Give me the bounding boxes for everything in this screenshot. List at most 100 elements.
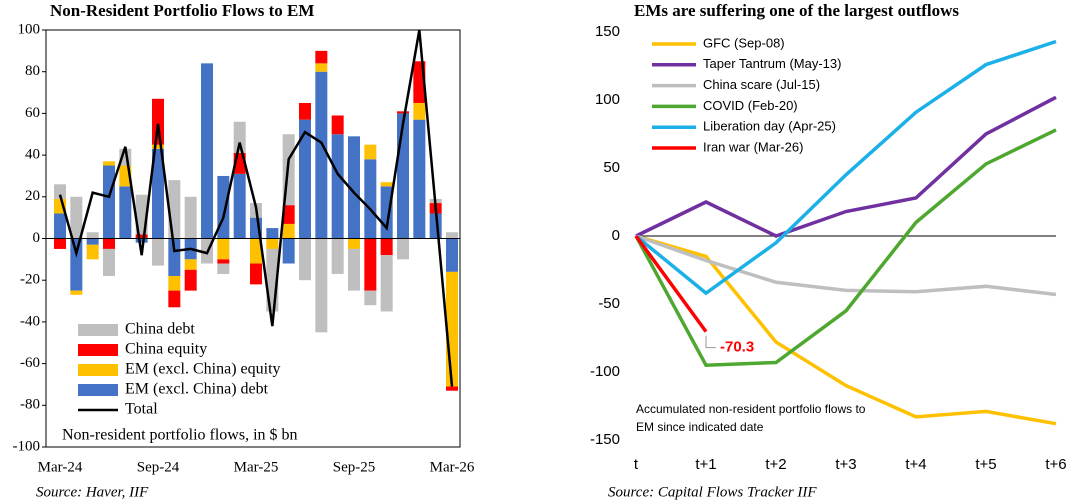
y-tick-label: -150: [590, 431, 620, 448]
note: Non-resident portfolio flows, in $ bn: [62, 427, 298, 444]
bar-segment: [250, 263, 262, 285]
label-connector: [705, 335, 716, 349]
x-tick-label: Mar-26: [430, 459, 475, 475]
x-tick-label: Mar-25: [234, 459, 279, 475]
bar-segment: [380, 238, 393, 256]
bar-segment: [413, 102, 426, 120]
bar-segment: [135, 234, 148, 239]
series-line: [634, 39, 1057, 296]
x-tick-label: t+5: [975, 456, 996, 473]
bar-segment: [266, 238, 279, 249]
bar-segment: [217, 259, 230, 264]
bar-segment: [446, 386, 458, 391]
bar-segment: [299, 102, 311, 120]
legend-label: EM (excl. China) equity: [125, 361, 281, 378]
y-tick-label: 150: [595, 23, 620, 40]
bar-segment: [397, 111, 409, 114]
bar-segment: [152, 148, 164, 239]
annotation: EM since indicated date: [636, 420, 764, 434]
bar-segment: [168, 290, 181, 308]
bar-segment: [413, 119, 426, 239]
y-tick-label: -20: [20, 272, 40, 288]
bar-segment: [135, 238, 148, 243]
legend-swatch: [78, 384, 118, 396]
legend-swatch: [78, 344, 118, 356]
bar-segment: [380, 255, 393, 312]
y-tick-label: 100: [18, 21, 41, 37]
legend-label: Total: [125, 401, 158, 418]
bar-segment: [364, 144, 377, 160]
legend-label: COVID (Feb-20): [703, 98, 798, 113]
bar-segment: [446, 238, 458, 272]
bar-segment: [380, 182, 393, 187]
bar-segment: [315, 50, 328, 64]
bar-segment: [217, 238, 230, 260]
bar-segment: [331, 238, 344, 274]
annotation: Accumulated non-resident portfolio flows…: [636, 402, 866, 416]
x-tick-label: Sep-25: [333, 459, 376, 475]
x-tick-label: t+1: [695, 456, 716, 473]
bar-segment: [103, 161, 115, 166]
y-tick-label: 20: [25, 188, 40, 204]
chart-title: EMs are suffering one of the largest out…: [634, 1, 959, 20]
bar-segment: [315, 71, 328, 239]
y-tick-label: 0: [33, 230, 41, 246]
bar-segment: [152, 144, 164, 149]
y-tick-label: -40: [20, 313, 40, 329]
bar-segment: [103, 238, 115, 249]
total-line: [58, 29, 454, 387]
y-tick-label: -60: [20, 355, 40, 371]
bar-segment: [103, 165, 115, 239]
bar-segment: [119, 186, 132, 239]
bar-segment: [282, 223, 295, 239]
legend-label: Iran war (Mar-26): [703, 139, 803, 154]
bar-segment: [152, 238, 164, 266]
bar-segment: [54, 238, 66, 249]
bar-segment: [282, 238, 295, 264]
x-tick-label: Mar-24: [38, 459, 83, 475]
x-tick-label: t: [634, 456, 639, 473]
y-tick-label: -50: [598, 295, 620, 312]
bar-segment: [397, 238, 409, 260]
bar-segment: [168, 238, 181, 277]
series-line: [634, 234, 708, 333]
chart-title: Non-Resident Portfolio Flows to EM: [50, 1, 314, 20]
legend-label: China equity: [125, 341, 207, 358]
bar-segment: [168, 276, 181, 291]
series-line: [635, 234, 1057, 297]
bar-segment: [364, 238, 377, 291]
legend-label: China scare (Jul-15): [703, 77, 820, 92]
bar-segment: [54, 184, 66, 199]
bar-segment: [217, 263, 230, 274]
bar-segment: [54, 213, 66, 239]
bar-segment: [299, 238, 311, 281]
source: Source: Capital Flows Tracker IIF: [608, 484, 817, 500]
bar-segment: [315, 238, 328, 333]
legend-label: Liberation day (Apr-25): [703, 119, 836, 134]
bar-segment: [250, 238, 262, 264]
bar-segment: [364, 290, 377, 306]
bar-segment: [70, 238, 83, 291]
series-line: [634, 128, 1057, 367]
y-tick-label: 80: [25, 63, 40, 79]
bar-segment: [152, 98, 164, 145]
x-tick-label: t+3: [835, 456, 856, 473]
bar-segment: [282, 205, 295, 224]
bar-segment: [299, 119, 311, 239]
y-tick-label: -80: [20, 397, 40, 413]
series-line: [635, 95, 1057, 238]
bar-segment: [348, 248, 360, 291]
bar-segment: [331, 134, 344, 239]
legend-swatch: [78, 324, 118, 336]
bar-segment: [315, 63, 328, 72]
data-label: -70.3: [720, 339, 754, 356]
y-tick-label: -100: [590, 363, 620, 380]
bar-segment: [103, 248, 115, 277]
x-tick-label: t+2: [765, 456, 786, 473]
legend-swatch: [78, 364, 118, 376]
x-tick-label: Sep-24: [137, 459, 180, 475]
x-tick-label: t+4: [905, 456, 926, 473]
y-tick-label: 60: [25, 105, 40, 121]
bar-segment: [348, 136, 360, 239]
bar-segment: [201, 63, 213, 239]
